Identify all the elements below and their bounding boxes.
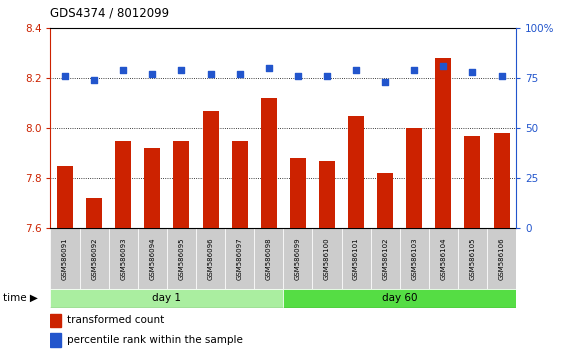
- Bar: [254, 228, 283, 289]
- Point: [235, 72, 244, 77]
- Text: GSM586106: GSM586106: [499, 237, 504, 280]
- Point: [206, 72, 215, 77]
- Text: percentile rank within the sample: percentile rank within the sample: [67, 335, 243, 345]
- Text: day 60: day 60: [382, 293, 417, 303]
- Bar: [371, 228, 399, 289]
- Bar: [494, 133, 509, 228]
- Bar: [57, 166, 73, 228]
- Text: day 1: day 1: [153, 293, 181, 303]
- Bar: [50, 314, 61, 327]
- Text: GDS4374 / 8012099: GDS4374 / 8012099: [50, 6, 169, 19]
- Text: GSM586105: GSM586105: [470, 237, 476, 280]
- Bar: [290, 158, 306, 228]
- Bar: [465, 136, 480, 228]
- Text: GSM586093: GSM586093: [120, 237, 126, 280]
- Bar: [115, 141, 131, 228]
- Text: GSM586096: GSM586096: [208, 237, 214, 280]
- Bar: [435, 58, 452, 228]
- Point: [61, 74, 70, 79]
- Text: GSM586098: GSM586098: [266, 237, 272, 280]
- Bar: [283, 228, 312, 289]
- Text: GSM586104: GSM586104: [440, 237, 447, 280]
- Point: [119, 68, 128, 73]
- Bar: [429, 228, 458, 289]
- Bar: [232, 141, 247, 228]
- Bar: [86, 198, 102, 228]
- Bar: [138, 228, 167, 289]
- Text: GSM586094: GSM586094: [149, 237, 155, 280]
- Point: [497, 74, 506, 79]
- Point: [468, 69, 477, 75]
- Bar: [173, 141, 190, 228]
- Text: GSM586100: GSM586100: [324, 237, 330, 280]
- Text: GSM586101: GSM586101: [353, 237, 359, 280]
- Bar: [80, 228, 109, 289]
- Bar: [109, 228, 138, 289]
- Bar: [50, 289, 283, 308]
- Text: GSM586092: GSM586092: [91, 237, 97, 280]
- Bar: [487, 228, 516, 289]
- Point: [293, 74, 302, 79]
- Point: [410, 68, 419, 73]
- Bar: [283, 289, 516, 308]
- Text: GSM586103: GSM586103: [411, 237, 417, 280]
- Bar: [225, 228, 254, 289]
- Point: [352, 68, 361, 73]
- Bar: [50, 333, 61, 347]
- Bar: [406, 128, 422, 228]
- Bar: [203, 111, 219, 228]
- Bar: [348, 116, 364, 228]
- Bar: [377, 173, 393, 228]
- Text: time ▶: time ▶: [3, 293, 38, 303]
- Text: GSM586099: GSM586099: [295, 237, 301, 280]
- Bar: [399, 228, 429, 289]
- Point: [323, 74, 332, 79]
- Text: GSM586091: GSM586091: [62, 237, 68, 280]
- Point: [439, 63, 448, 69]
- Bar: [261, 98, 277, 228]
- Text: GSM586097: GSM586097: [237, 237, 243, 280]
- Bar: [319, 161, 335, 228]
- Bar: [342, 228, 371, 289]
- Bar: [50, 228, 80, 289]
- Text: GSM586102: GSM586102: [382, 237, 388, 280]
- Text: transformed count: transformed count: [67, 315, 164, 325]
- Point: [148, 72, 157, 77]
- Bar: [458, 228, 487, 289]
- Point: [90, 78, 99, 83]
- Text: GSM586095: GSM586095: [178, 237, 185, 280]
- Bar: [167, 228, 196, 289]
- Point: [264, 65, 273, 71]
- Point: [381, 80, 390, 85]
- Bar: [312, 228, 342, 289]
- Bar: [196, 228, 225, 289]
- Point: [177, 68, 186, 73]
- Bar: [144, 148, 160, 228]
